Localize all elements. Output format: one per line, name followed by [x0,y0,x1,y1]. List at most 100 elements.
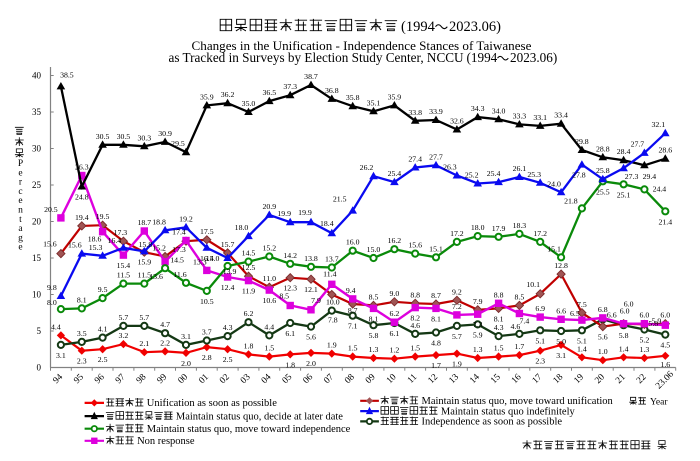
svg-text:7.8: 7.8 [328,316,338,325]
svg-text:35.9: 35.9 [200,92,214,101]
svg-text:19.9: 19.9 [277,209,291,218]
svg-text:30.9: 30.9 [158,129,172,138]
svg-text:3.1: 3.1 [181,332,191,341]
svg-text:26.1: 26.1 [513,164,527,173]
svg-text:6.0: 6.0 [624,300,634,309]
svg-text:26.2: 26.2 [360,163,374,172]
svg-text:16.0: 16.0 [346,238,360,247]
svg-text:40: 40 [32,71,42,81]
svg-text:29.4: 29.4 [643,172,657,181]
svg-text:25: 25 [32,180,42,190]
svg-text:4.5: 4.5 [660,341,670,350]
svg-text:11.9: 11.9 [242,287,255,296]
svg-text:18.0: 18.0 [235,223,249,232]
svg-text:15.8: 15.8 [138,240,152,249]
svg-text:2.3: 2.3 [77,357,87,366]
svg-text:8.1: 8.1 [77,295,87,304]
svg-text:8.2: 8.2 [410,314,420,323]
svg-text:2.3: 2.3 [535,357,545,366]
svg-text:27.8: 27.8 [572,171,586,180]
svg-text:3.2: 3.2 [119,331,129,340]
svg-text:12.3: 12.3 [283,284,297,293]
svg-text:38.5: 38.5 [60,70,74,79]
svg-text:8.1: 8.1 [494,314,504,323]
svg-text:35: 35 [32,107,42,117]
svg-text:15.1: 15.1 [429,244,443,253]
svg-text:a: a [18,224,23,234]
svg-text:2.0: 2.0 [181,359,191,368]
svg-text:10.1: 10.1 [526,280,540,289]
svg-text:Independence as soon as possib: Independence as soon as possible [422,417,563,428]
svg-text:15.0: 15.0 [367,245,381,254]
svg-text:13.7: 13.7 [325,255,339,264]
svg-text:27.4: 27.4 [408,155,422,164]
svg-text:21.8: 21.8 [564,196,578,205]
svg-text:24.4: 24.4 [653,184,667,193]
svg-text:9.4: 9.4 [346,286,356,295]
svg-text:25.2: 25.2 [465,171,479,180]
svg-text:5.6: 5.6 [598,333,608,342]
svg-text:13.8: 13.8 [304,254,318,263]
svg-text:3.7: 3.7 [202,328,212,337]
svg-text:10.0: 10.0 [326,298,340,307]
svg-text:1.4: 1.4 [577,344,587,353]
svg-text:5.9: 5.9 [652,316,662,325]
svg-text:16.2: 16.2 [388,236,402,245]
svg-text:n: n [18,206,23,216]
svg-text:6.1: 6.1 [390,329,400,338]
svg-text:11.5: 11.5 [138,271,151,280]
svg-text:1.8: 1.8 [244,341,254,350]
svg-text:5.6: 5.6 [306,333,316,342]
svg-text:17.2: 17.2 [450,229,464,238]
svg-text:8.5: 8.5 [515,292,525,301]
svg-text:6.1: 6.1 [285,329,295,338]
svg-text:25.4: 25.4 [388,169,402,178]
svg-text:30: 30 [32,144,42,154]
svg-text:8.0: 8.0 [47,298,57,307]
svg-text:33.1: 33.1 [533,113,547,122]
svg-text:11.5: 11.5 [117,271,130,280]
svg-text:28.8: 28.8 [596,144,610,153]
svg-text:15.2: 15.2 [262,244,276,253]
svg-text:1.7: 1.7 [431,361,441,370]
svg-text:25.3: 25.3 [527,170,541,179]
svg-text:7.5: 7.5 [577,300,587,309]
svg-text:5.8: 5.8 [619,331,629,340]
svg-text:17.4: 17.4 [172,228,186,237]
svg-text:25.1: 25.1 [617,190,631,199]
svg-text:1.5: 1.5 [494,344,504,353]
svg-text:5.2: 5.2 [640,336,650,345]
svg-text:2.0: 2.0 [306,359,316,368]
svg-text:8.7: 8.7 [431,291,441,300]
svg-text:Changes in the Unification - I: Changes in the Unification - Independenc… [192,38,532,53]
svg-text:1.5: 1.5 [264,344,274,353]
svg-text:6.9: 6.9 [535,304,545,313]
svg-text:11.4: 11.4 [323,269,336,278]
svg-text:Non response: Non response [137,436,195,447]
svg-text:33.4: 33.4 [554,111,568,120]
svg-text:11.0: 11.0 [263,274,276,283]
svg-text:33.8: 33.8 [408,108,422,117]
svg-text:27.3: 27.3 [625,172,639,181]
svg-text:21.5: 21.5 [333,195,347,204]
svg-text:30.3: 30.3 [137,133,151,142]
svg-text:14.2: 14.2 [283,251,297,260]
svg-text:1.2: 1.2 [390,346,400,355]
svg-text:19.2: 19.2 [179,214,193,223]
svg-text:13.3: 13.3 [193,257,207,266]
svg-text:18.6: 18.6 [88,235,102,244]
svg-text:6.0: 6.0 [660,311,670,320]
svg-text:8.1: 8.1 [431,314,441,323]
svg-text:8.7: 8.7 [348,306,358,315]
svg-text:5: 5 [37,326,42,336]
svg-text:3.1: 3.1 [556,351,566,360]
svg-text:5.8: 5.8 [648,319,658,328]
svg-text:15.3: 15.3 [89,243,103,252]
svg-text:18.3: 18.3 [513,221,527,230]
svg-text:Maintain status quo, move towa: Maintain status quo, move toward indepen… [147,424,351,435]
svg-text:4.8: 4.8 [431,339,441,348]
svg-text:12.4: 12.4 [221,283,235,292]
svg-text:35.9: 35.9 [388,92,402,101]
svg-text:15.2: 15.2 [152,244,166,253]
svg-text:18.7: 18.7 [137,218,151,227]
